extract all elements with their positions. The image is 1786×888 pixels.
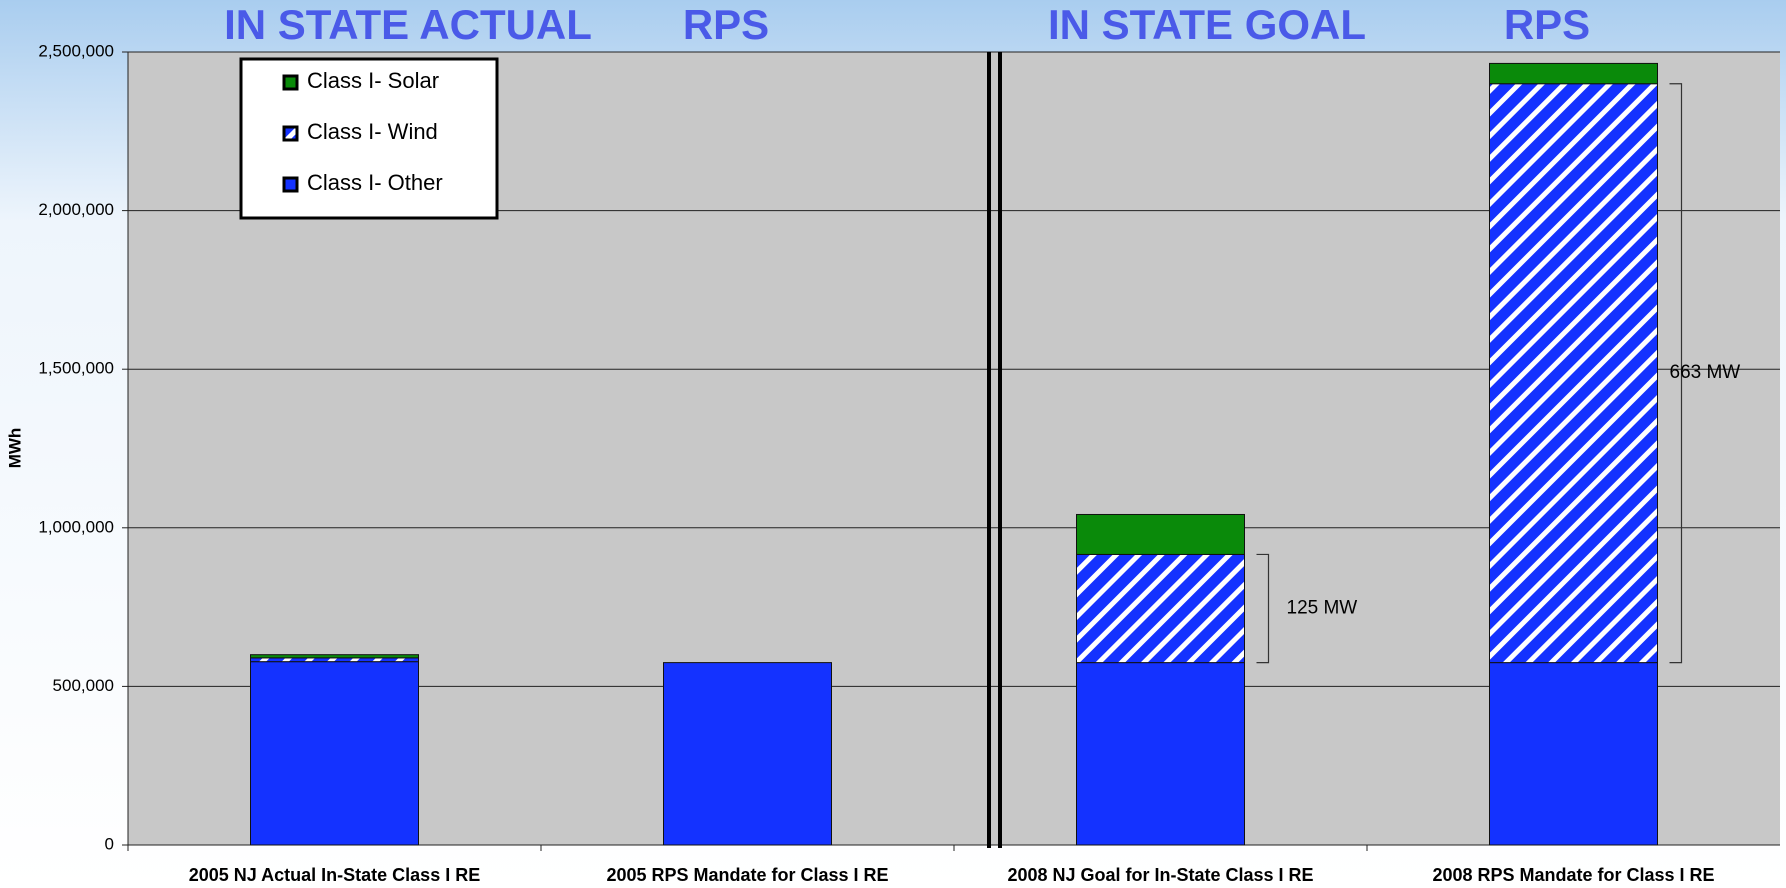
legend-label: Class I- Other [307, 170, 443, 195]
y-tick-label: 500,000 [53, 676, 114, 695]
bar-segment [1076, 662, 1245, 846]
y-tick-label: 1,000,000 [38, 517, 114, 536]
x-tick-label: 2005 NJ Actual In-State Class I RE [189, 865, 480, 885]
bar-segment [250, 661, 419, 846]
annotation: 125 MW [1287, 598, 1358, 619]
group-title: RPS [1504, 1, 1590, 48]
group-title: IN STATE ACTUAL [224, 1, 592, 48]
legend-label: Class I- Solar [307, 68, 439, 93]
group-title: IN STATE GOAL [1048, 1, 1366, 48]
y-tick-label: 0 [105, 834, 114, 853]
group-title: RPS [683, 1, 769, 48]
x-tick-label: 2005 RPS Mandate for Class I RE [606, 865, 888, 885]
x-tick-label: 2008 NJ Goal for In-State Class I RE [1007, 865, 1313, 885]
y-tick-label: 1,500,000 [38, 359, 114, 378]
annotation: 663 MW [1670, 362, 1741, 383]
bar-segment [1076, 513, 1245, 555]
legend-swatch [282, 176, 299, 193]
bar-segment [1489, 62, 1658, 85]
legend-swatch [282, 125, 299, 142]
bar-segment [663, 662, 832, 846]
bar-segment [1489, 83, 1658, 664]
bar-segment [250, 657, 419, 663]
legend-swatch [282, 74, 299, 91]
bracket [1256, 553, 1270, 664]
legend-label: Class I- Wind [307, 119, 438, 144]
bracket [1669, 83, 1683, 664]
x-tick-label: 2008 RPS Mandate for Class I RE [1432, 865, 1714, 885]
y-tick-label: 2,500,000 [38, 41, 114, 60]
bar-segment [250, 654, 419, 659]
y-axis-label: MWh [5, 428, 24, 469]
y-tick-label: 2,000,000 [38, 200, 114, 219]
bar-segment [1076, 553, 1245, 664]
bar-segment [1489, 662, 1658, 846]
